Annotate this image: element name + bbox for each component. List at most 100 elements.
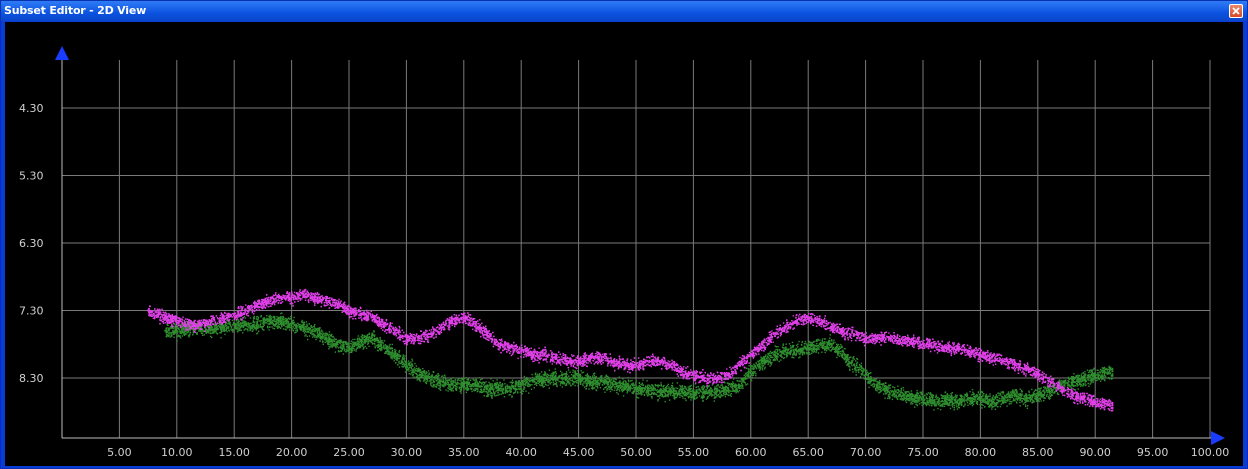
series-0-point xyxy=(508,346,511,349)
series-1-point xyxy=(1082,376,1085,380)
series-1-point xyxy=(1013,393,1016,396)
series-1-point xyxy=(657,390,661,393)
series-1-point xyxy=(531,380,534,383)
series-0-point xyxy=(359,312,362,315)
series-0-point xyxy=(428,333,431,336)
series-1-point xyxy=(611,383,615,386)
series-0-point xyxy=(1071,393,1074,396)
x-tick-label: 40.00 xyxy=(505,446,537,459)
plot-area[interactable]: 5.00 10.00 15.00 20.00 25.00 30.00 35.00 40.00 4… xyxy=(5,22,1243,466)
series-1-point xyxy=(393,353,397,356)
x-tick-label: 65.00 xyxy=(792,446,824,459)
x-tick-label: 20.00 xyxy=(276,446,308,459)
series-1-point xyxy=(405,363,408,366)
series-0-point xyxy=(818,319,821,322)
series-0-point xyxy=(921,343,925,346)
series-0-point xyxy=(164,316,167,319)
series-1-point xyxy=(1048,390,1051,393)
series-0-point xyxy=(393,329,397,332)
series-1-point xyxy=(669,390,672,393)
close-button[interactable] xyxy=(1229,4,1243,18)
series-0-point xyxy=(830,326,833,329)
series-1-point xyxy=(497,387,500,390)
series-1-point xyxy=(692,390,695,393)
x-tick-label: 95.00 xyxy=(1137,446,1169,459)
series-0-point xyxy=(175,319,178,322)
series-1-point xyxy=(738,383,741,386)
series-0-point xyxy=(233,312,236,315)
series-1-point xyxy=(244,322,247,326)
series-0-point xyxy=(795,319,798,322)
x-tick-label: 35.00 xyxy=(448,446,480,459)
series-0-point xyxy=(726,373,729,376)
series-0-point xyxy=(611,360,615,363)
series-1-point xyxy=(520,383,523,386)
series-0-point xyxy=(703,376,706,380)
series-0-point xyxy=(439,326,442,329)
series-1-point xyxy=(175,329,178,332)
series-0-point xyxy=(290,295,293,299)
series-0-point xyxy=(279,295,282,299)
series-0-point xyxy=(864,336,867,339)
title-bar[interactable]: Subset Editor - 2D View xyxy=(1,1,1247,21)
series-1-point xyxy=(898,393,902,396)
series-0-point xyxy=(382,322,385,326)
series-0-point xyxy=(956,346,959,349)
series-0-point xyxy=(600,356,603,359)
series-0-point xyxy=(416,336,419,339)
series-0-point xyxy=(623,363,626,366)
series-0-point xyxy=(1059,387,1062,390)
series-1-point xyxy=(187,326,190,329)
series-1-point xyxy=(359,339,362,342)
close-icon xyxy=(1232,7,1240,15)
series-0-point xyxy=(347,309,351,312)
series-1-point xyxy=(370,336,374,339)
series-0-point xyxy=(738,363,741,366)
x-tick-label: 90.00 xyxy=(1079,446,1111,459)
series-0-point xyxy=(256,302,259,305)
series-1-point xyxy=(600,380,603,383)
series-1-point xyxy=(428,376,431,380)
series-0-point xyxy=(301,292,305,295)
series-1-point xyxy=(1071,380,1074,383)
window-title: Subset Editor - 2D View xyxy=(4,4,147,17)
series-1-point xyxy=(566,376,569,380)
series-1-point xyxy=(347,346,351,349)
series-0-point xyxy=(152,312,155,315)
series-0-point xyxy=(657,360,661,363)
series-0-point xyxy=(1013,363,1016,366)
series-1-point xyxy=(990,400,993,403)
series-0-point xyxy=(1025,366,1028,369)
series-0-point xyxy=(210,319,213,322)
series-1-point xyxy=(944,397,948,400)
series-0-point xyxy=(244,309,247,312)
x-tick-label: 100.00 xyxy=(1191,446,1230,459)
series-0-point xyxy=(634,363,638,366)
series-1-point xyxy=(887,390,890,393)
y-axis-arrow-icon xyxy=(55,46,69,60)
y-tick-label: 5.30 xyxy=(19,170,44,183)
series-1-point xyxy=(451,383,454,386)
y-tick-label: 4.30 xyxy=(19,102,44,115)
series-1-point xyxy=(853,363,856,366)
scatter-plot[interactable]: 5.00 10.00 15.00 20.00 25.00 30.00 35.00 40.00 4… xyxy=(5,22,1243,466)
x-axis-arrow-icon xyxy=(1211,431,1225,445)
x-tick-label: 30.00 xyxy=(391,446,423,459)
series-1-point xyxy=(554,376,557,380)
x-tick-label: 10.00 xyxy=(161,446,193,459)
series-1-point xyxy=(416,370,419,373)
series-0-point xyxy=(198,322,201,326)
series-1-point xyxy=(634,387,638,390)
series-0-point xyxy=(336,302,339,305)
series-0-point xyxy=(324,299,328,302)
series-1-point xyxy=(439,380,442,383)
series-1-point xyxy=(256,322,259,326)
series-1-point xyxy=(921,397,925,400)
series-0-point xyxy=(147,309,150,312)
series-0-point xyxy=(1082,397,1085,400)
series-0-point xyxy=(933,343,936,346)
series-1-point xyxy=(749,370,752,373)
series-1-point xyxy=(588,380,592,383)
series-0-point xyxy=(543,353,546,356)
series-1-point xyxy=(646,387,649,390)
